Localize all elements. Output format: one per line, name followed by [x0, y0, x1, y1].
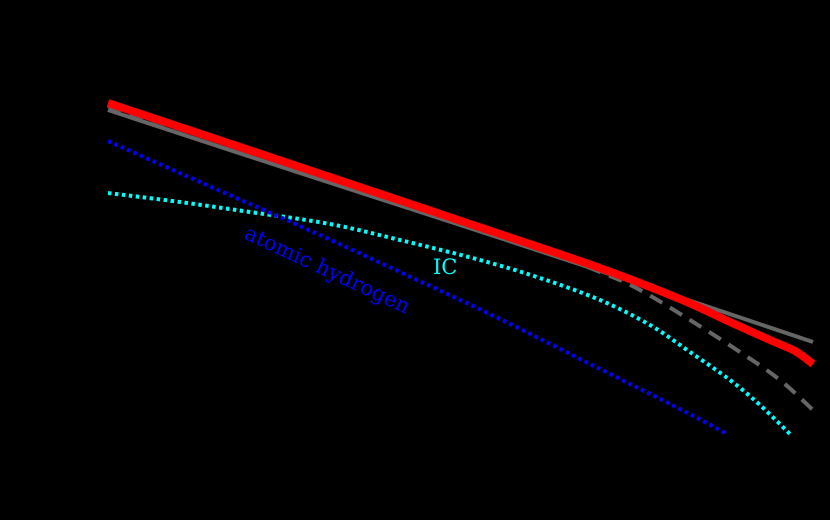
series-atomic-hydrogen: [107, 139, 728, 436]
series-dashed-gray: [107, 104, 815, 412]
series-ic: [107, 191, 794, 438]
ic-label: IC: [433, 255, 457, 279]
series-total-red: [106, 99, 816, 368]
series-layer: [106, 99, 816, 438]
